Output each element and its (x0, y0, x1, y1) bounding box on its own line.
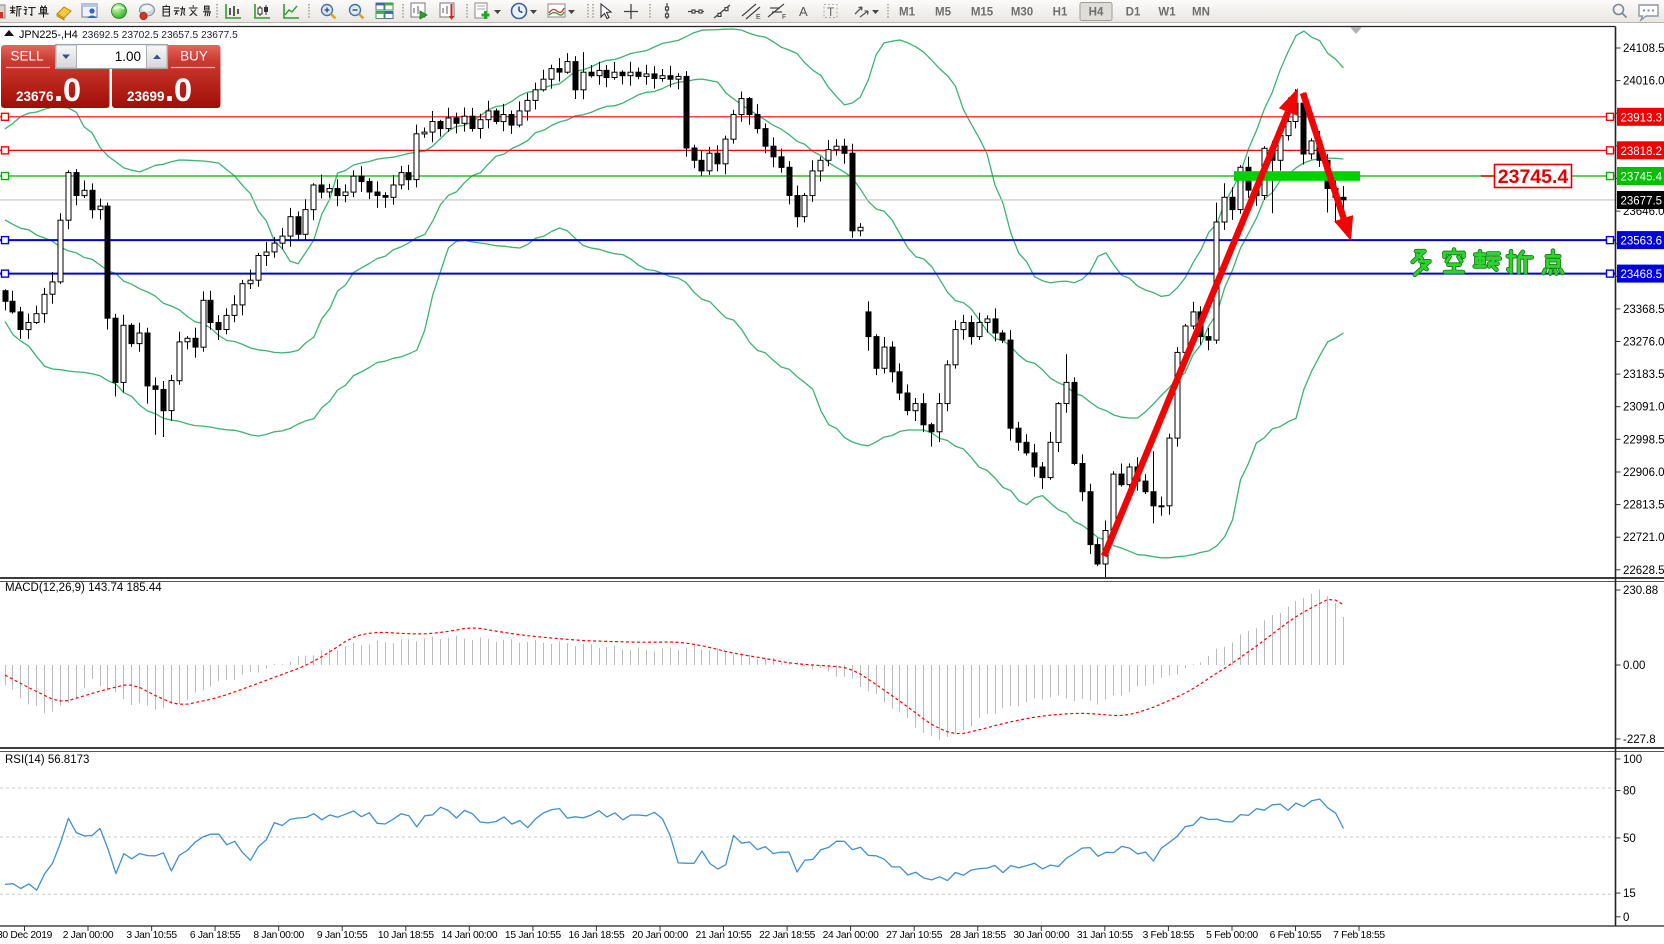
svg-text:24016.0: 24016.0 (1623, 76, 1664, 88)
svg-text:31 Jan 10:55: 31 Jan 10:55 (1077, 930, 1134, 941)
svg-text:20 Jan 00:00: 20 Jan 00:00 (632, 930, 689, 941)
svg-text:23676: 23676 (16, 89, 54, 104)
svg-text:23091.0: 23091.0 (1623, 402, 1664, 414)
svg-text:10 Jan 18:55: 10 Jan 18:55 (378, 930, 435, 941)
svg-text:16 Jan 18:55: 16 Jan 18:55 (568, 930, 625, 941)
svg-text:23745.4: 23745.4 (1498, 166, 1569, 188)
svg-text:.0: .0 (165, 72, 192, 108)
svg-text:15: 15 (1623, 888, 1636, 900)
svg-text:30 Dec 2019: 30 Dec 2019 (0, 930, 53, 941)
svg-text:6 Feb 10:55: 6 Feb 10:55 (1270, 930, 1322, 941)
svg-text:JPN225-,H4: JPN225-,H4 (19, 29, 78, 41)
svg-text:M15: M15 (971, 7, 994, 19)
svg-text:28 Jan 18:55: 28 Jan 18:55 (950, 930, 1007, 941)
svg-text:23677.5: 23677.5 (1621, 196, 1663, 208)
svg-text:22998.5: 22998.5 (1623, 434, 1664, 446)
svg-text:80: 80 (1623, 786, 1636, 798)
svg-text:22813.5: 22813.5 (1623, 500, 1664, 512)
svg-text:1.00: 1.00 (115, 49, 141, 64)
svg-text:BUY: BUY (180, 49, 208, 64)
svg-text:8 Jan 00:00: 8 Jan 00:00 (253, 930, 304, 941)
svg-text:30 Jan 00:00: 30 Jan 00:00 (1013, 930, 1070, 941)
svg-text:A: A (799, 4, 808, 19)
svg-text:F: F (782, 14, 786, 21)
svg-text:50: 50 (1623, 833, 1636, 845)
svg-text:6 Jan 18:55: 6 Jan 18:55 (190, 930, 241, 941)
svg-text:D1: D1 (1126, 7, 1141, 19)
svg-text:0: 0 (1623, 912, 1629, 924)
svg-text:H4: H4 (1089, 7, 1104, 19)
svg-text:M30: M30 (1011, 7, 1033, 19)
svg-text:23468.5: 23468.5 (1621, 269, 1663, 281)
svg-text:22721.0: 22721.0 (1623, 532, 1664, 544)
svg-text:27 Jan 10:55: 27 Jan 10:55 (886, 930, 943, 941)
svg-text:23745.4: 23745.4 (1621, 172, 1663, 184)
svg-text:23818.2: 23818.2 (1621, 146, 1663, 158)
svg-text:24 Jan 00:00: 24 Jan 00:00 (823, 930, 880, 941)
svg-text:23699: 23699 (127, 89, 165, 104)
svg-text:23276.0: 23276.0 (1623, 337, 1664, 349)
svg-text:3 Jan 10:55: 3 Jan 10:55 (126, 930, 177, 941)
svg-text:2 Jan 00:00: 2 Jan 00:00 (63, 930, 114, 941)
svg-text:W1: W1 (1158, 7, 1176, 19)
svg-text:9 Jan 10:55: 9 Jan 10:55 (317, 930, 368, 941)
svg-text:100: 100 (1623, 754, 1642, 766)
svg-text:RSI(14) 56.8173: RSI(14) 56.8173 (5, 754, 89, 766)
svg-text:SELL: SELL (10, 49, 44, 64)
svg-text:230.88: 230.88 (1623, 585, 1658, 597)
svg-text:T: T (827, 5, 835, 19)
svg-text:M1: M1 (899, 7, 916, 19)
svg-text:5 Feb 00:00: 5 Feb 00:00 (1206, 930, 1258, 941)
svg-text:7 Feb 18:55: 7 Feb 18:55 (1333, 930, 1385, 941)
svg-text:15 Jan 10:55: 15 Jan 10:55 (505, 930, 562, 941)
svg-text:MACD(12,26,9) 143.74 185.44: MACD(12,26,9) 143.74 185.44 (5, 582, 162, 594)
svg-text:22628.5: 22628.5 (1623, 565, 1664, 577)
svg-text:24108.5: 24108.5 (1623, 43, 1664, 55)
svg-text:21 Jan 10:55: 21 Jan 10:55 (696, 930, 753, 941)
svg-text:H1: H1 (1053, 7, 1068, 19)
svg-text:23692.5 23702.5 23657.5 23677.: 23692.5 23702.5 23657.5 23677.5 (82, 30, 238, 41)
svg-text:0.00: 0.00 (1623, 660, 1645, 672)
svg-text:3 Feb 18:55: 3 Feb 18:55 (1143, 930, 1195, 941)
svg-text:.0: .0 (54, 72, 81, 108)
svg-text:23646.0: 23646.0 (1623, 206, 1664, 218)
svg-text:MN: MN (1192, 7, 1210, 19)
svg-text:22 Jan 18:55: 22 Jan 18:55 (759, 930, 816, 941)
svg-text:23183.5: 23183.5 (1623, 369, 1664, 381)
svg-text:22906.0: 22906.0 (1623, 467, 1664, 479)
svg-text:-227.8: -227.8 (1623, 734, 1656, 746)
svg-text:14 Jan 00:00: 14 Jan 00:00 (441, 930, 498, 941)
svg-text:M5: M5 (935, 7, 952, 19)
svg-text:23913.3: 23913.3 (1621, 112, 1663, 124)
svg-text:E: E (756, 14, 761, 21)
svg-text:23563.6: 23563.6 (1621, 236, 1663, 248)
svg-text:23368.5: 23368.5 (1623, 304, 1664, 316)
